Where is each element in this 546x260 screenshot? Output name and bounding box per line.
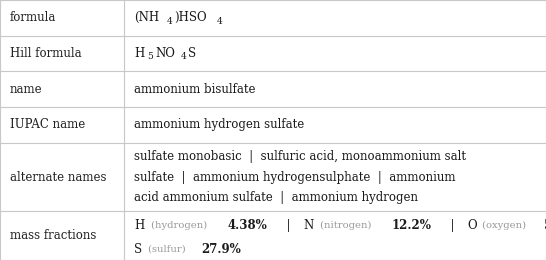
Text: S: S — [134, 243, 143, 256]
Text: )HSO: )HSO — [174, 11, 207, 24]
Text: H: H — [134, 47, 145, 60]
Text: alternate names: alternate names — [10, 171, 106, 184]
Text: Hill formula: Hill formula — [10, 47, 81, 60]
Text: ammonium bisulfate: ammonium bisulfate — [134, 83, 256, 96]
Text: 12.2%: 12.2% — [391, 218, 431, 231]
Text: (hydrogen): (hydrogen) — [147, 220, 210, 230]
Text: (sulfur): (sulfur) — [145, 245, 189, 254]
Text: O: O — [467, 218, 477, 231]
Text: (NH: (NH — [134, 11, 159, 24]
Text: H: H — [134, 218, 145, 231]
Text: 4: 4 — [181, 53, 187, 61]
Text: sulfate  |  ammonium hydrogensulphate  |  ammonium: sulfate | ammonium hydrogensulphate | am… — [134, 171, 456, 184]
Text: mass fractions: mass fractions — [10, 229, 96, 242]
Text: 4: 4 — [216, 17, 222, 26]
Text: formula: formula — [10, 11, 56, 24]
Text: 4.38%: 4.38% — [228, 218, 268, 231]
Text: (nitrogen): (nitrogen) — [317, 220, 375, 230]
Text: 27.9%: 27.9% — [201, 243, 241, 256]
Text: NO: NO — [155, 47, 175, 60]
Text: 55.6%: 55.6% — [544, 218, 546, 231]
Text: |: | — [280, 218, 298, 231]
Text: acid ammonium sulfate  |  ammonium hydrogen: acid ammonium sulfate | ammonium hydroge… — [134, 191, 418, 204]
Text: |: | — [443, 218, 461, 231]
Text: 5: 5 — [147, 53, 153, 61]
Text: N: N — [304, 218, 314, 231]
Text: sulfate monobasic  |  sulfuric acid, monoammonium salt: sulfate monobasic | sulfuric acid, monoa… — [134, 150, 466, 163]
Text: name: name — [10, 83, 43, 96]
Text: ammonium hydrogen sulfate: ammonium hydrogen sulfate — [134, 119, 305, 132]
Text: IUPAC name: IUPAC name — [10, 119, 85, 132]
Text: 4: 4 — [167, 17, 173, 26]
Text: (oxygen): (oxygen) — [479, 220, 530, 230]
Text: S: S — [188, 47, 197, 60]
